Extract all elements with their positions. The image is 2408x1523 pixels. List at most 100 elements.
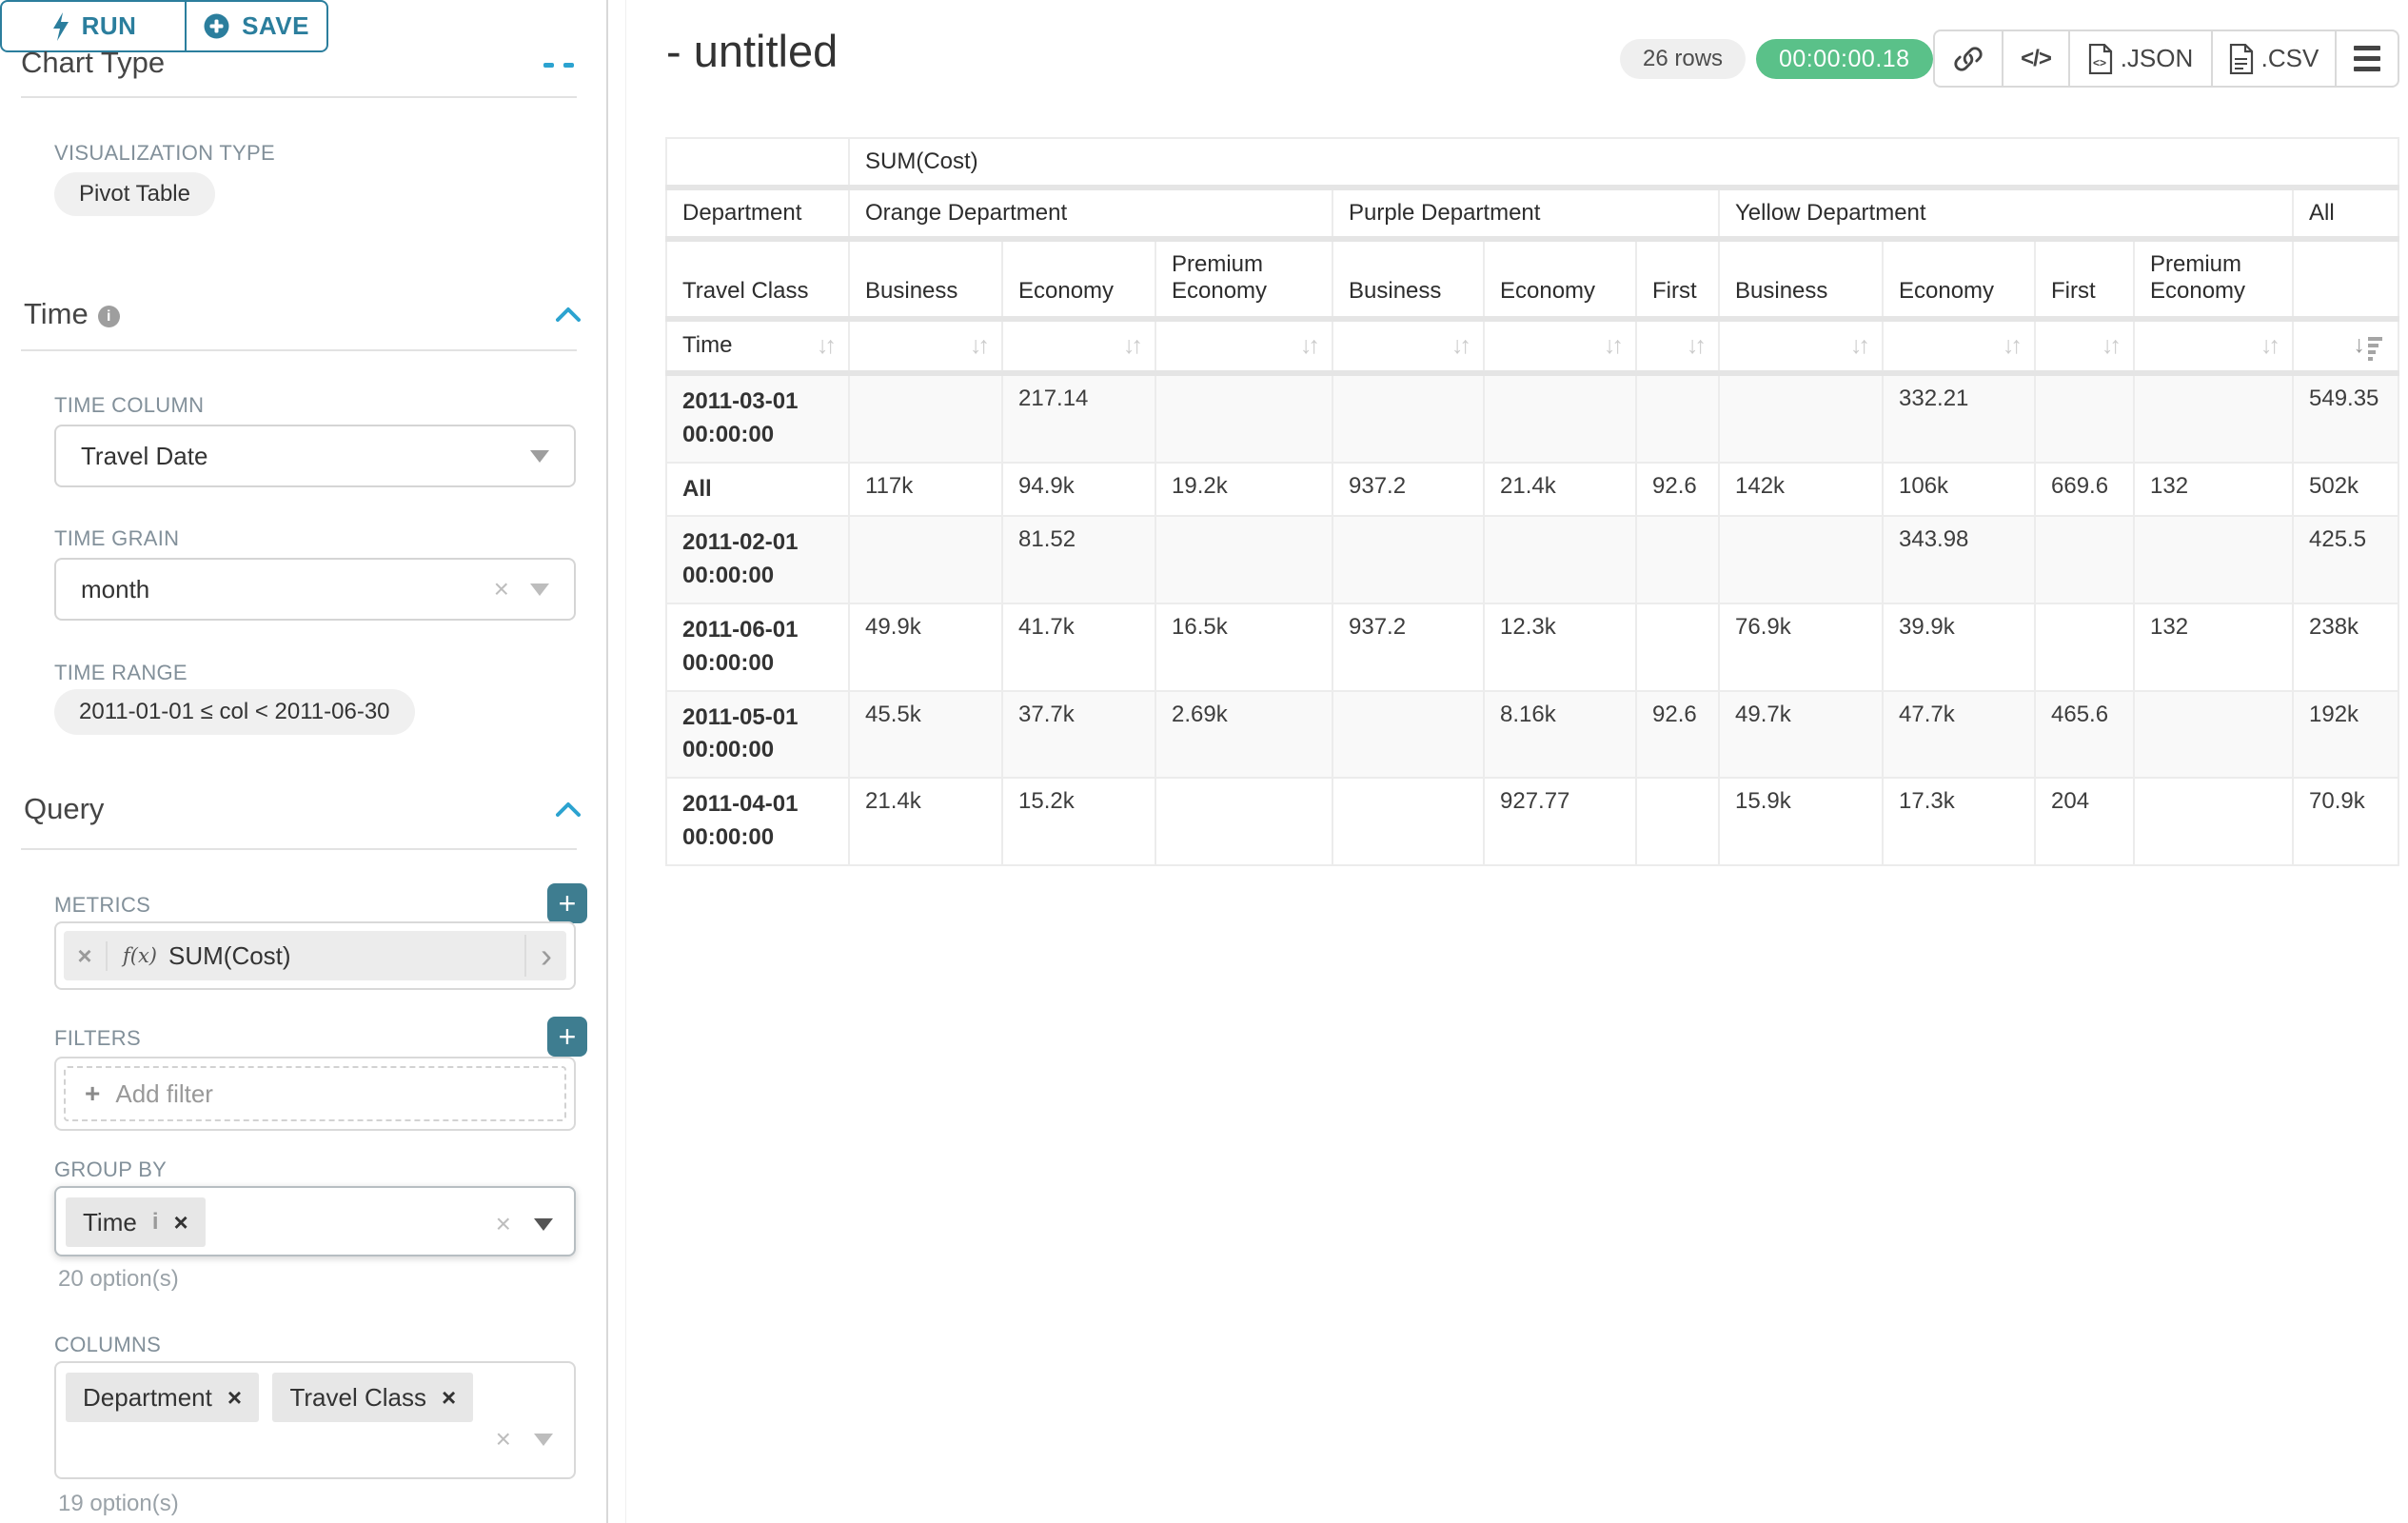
- export-json-button[interactable]: <> .JSON: [2068, 31, 2211, 86]
- sort-icon[interactable]: ↓↑: [1123, 332, 1139, 360]
- time-column-select[interactable]: Travel Date: [54, 425, 576, 487]
- chevron-down-icon: [530, 450, 549, 463]
- department-group-header: Orange Department: [849, 188, 1332, 239]
- remove-chip-icon[interactable]: ×: [227, 1383, 242, 1413]
- clear-icon[interactable]: ×: [494, 574, 509, 604]
- panel-scrollbar-gutter[interactable]: [606, 0, 626, 1523]
- sort-cell[interactable]: ↓: [2293, 319, 2398, 373]
- columns-select[interactable]: Department × Travel Class × ×: [54, 1361, 576, 1479]
- divider: [21, 848, 577, 850]
- add-filter-button[interactable]: + Add filter: [64, 1066, 566, 1121]
- chart-title[interactable]: - untitled: [666, 25, 838, 77]
- sort-cell[interactable]: ↓↑: [1636, 319, 1719, 373]
- clear-icon[interactable]: ×: [496, 1424, 511, 1454]
- value-cell: 37.7k: [1002, 691, 1155, 779]
- value-cell: 927.77: [1484, 778, 1636, 865]
- group-by-select[interactable]: Time i × ×: [54, 1186, 576, 1256]
- save-button[interactable]: SAVE: [187, 2, 326, 50]
- department-axis-label: Department: [666, 188, 849, 239]
- sort-icon[interactable]: ↓↑: [2102, 332, 2118, 360]
- sort-icon[interactable]: ↓↑: [2003, 332, 2019, 360]
- sort-icon[interactable]: ↓↑: [970, 332, 986, 360]
- value-cell: 937.2: [1332, 603, 1484, 691]
- sort-icon[interactable]: ↓↑: [1451, 332, 1468, 360]
- table-row: 2011-03-0100:00:00217.14332.21549.35: [666, 373, 2398, 463]
- value-cell: 117k: [849, 463, 1002, 517]
- csv-file-icon: [2229, 44, 2254, 74]
- run-button[interactable]: RUN: [2, 2, 187, 50]
- travel-class-header: First: [2035, 239, 2134, 319]
- value-cell: [1332, 778, 1484, 865]
- remove-chip-icon[interactable]: ×: [442, 1383, 456, 1413]
- embed-code-icon: </>: [2021, 46, 2051, 72]
- time-heading-text: Time: [24, 297, 89, 330]
- query-section-heading: Query: [24, 792, 104, 826]
- add-filter-plus-button[interactable]: +: [547, 1017, 587, 1057]
- time-range-pill[interactable]: 2011-01-01 ≤ col < 2011-06-30: [54, 689, 415, 735]
- sort-descending-icon[interactable]: ↓: [2354, 331, 2383, 361]
- sort-icon[interactable]: ↓↑: [1687, 332, 1703, 360]
- embed-code-button[interactable]: </>: [2002, 31, 2068, 86]
- chart-panel: - untitled 26 rows 00:00:00.18 </> <> .J…: [627, 0, 2408, 1523]
- clear-icon[interactable]: ×: [496, 1209, 511, 1239]
- value-cell: 19.2k: [1155, 463, 1332, 517]
- group-by-option-count: 20 option(s): [58, 1266, 179, 1293]
- viz-type-pill[interactable]: Pivot Table: [54, 172, 215, 216]
- time-column-value: Travel Date: [56, 442, 530, 471]
- row-header: 2011-03-0100:00:00: [666, 373, 849, 463]
- remove-metric-icon[interactable]: ×: [64, 941, 108, 971]
- metric-value: SUM(Cost): [168, 941, 291, 971]
- info-icon[interactable]: i: [152, 1209, 159, 1236]
- value-cell: [2134, 691, 2293, 779]
- share-link-button[interactable]: [1935, 31, 2002, 86]
- columns-chip[interactable]: Travel Class ×: [272, 1373, 473, 1422]
- sort-cell[interactable]: ↓↑: [1883, 319, 2035, 373]
- csv-label: .CSV: [2261, 44, 2319, 73]
- sort-cell[interactable]: ↓↑: [1484, 319, 1636, 373]
- value-cell: 76.9k: [1719, 603, 1883, 691]
- scrolled-icon-fragment: [563, 63, 574, 68]
- remove-chip-icon[interactable]: ×: [173, 1208, 188, 1237]
- chevron-up-icon[interactable]: [556, 801, 581, 817]
- sort-cell[interactable]: ↓↑: [1155, 319, 1332, 373]
- value-cell: 142k: [1719, 463, 1883, 517]
- more-options-button[interactable]: [2335, 31, 2398, 86]
- metric-chip[interactable]: × f(x) SUM(Cost) ›: [64, 931, 566, 980]
- time-grain-value: month: [56, 575, 494, 604]
- sort-cell[interactable]: ↓↑: [2035, 319, 2134, 373]
- info-icon[interactable]: i: [98, 306, 120, 327]
- department-group-header: Yellow Department: [1719, 188, 2293, 239]
- table-row: 2011-06-0100:00:0049.9k41.7k16.5k937.212…: [666, 603, 2398, 691]
- sort-icon[interactable]: ↓↑: [1850, 332, 1866, 360]
- sort-cell[interactable]: ↓↑: [1332, 319, 1484, 373]
- time-section-heading: Timei: [24, 297, 120, 331]
- columns-chip[interactable]: Department ×: [66, 1373, 259, 1422]
- value-cell: 15.2k: [1002, 778, 1155, 865]
- value-cell: 92.6: [1636, 463, 1719, 517]
- lightning-bolt-icon: [50, 12, 69, 41]
- sort-cell[interactable]: ↓↑: [1719, 319, 1883, 373]
- chevron-up-icon[interactable]: [556, 307, 581, 322]
- value-cell: 549.35: [2293, 373, 2398, 463]
- group-by-chip[interactable]: Time i ×: [66, 1197, 206, 1247]
- sort-cell[interactable]: ↓↑: [2134, 319, 2293, 373]
- sort-icon[interactable]: ↓↑: [2260, 332, 2277, 360]
- expand-metric-icon[interactable]: ›: [524, 935, 566, 977]
- sort-cell[interactable]: ↓↑: [849, 319, 1002, 373]
- sort-cell[interactable]: ↓↑: [1002, 319, 1155, 373]
- sort-icon[interactable]: ↓↑: [1300, 332, 1316, 360]
- value-cell: 238k: [2293, 603, 2398, 691]
- export-csv-button[interactable]: .CSV: [2211, 31, 2335, 86]
- sort-icon[interactable]: ↓↑: [1604, 332, 1620, 360]
- filters-label: FILTERS: [54, 1026, 141, 1051]
- add-metric-button[interactable]: +: [547, 883, 587, 923]
- value-cell: [1636, 603, 1719, 691]
- table-row: 2011-04-0100:00:0021.4k15.2k927.7715.9k1…: [666, 778, 2398, 865]
- travel-class-header: Business: [849, 239, 1002, 319]
- pivot-table: SUM(Cost) Department Orange DepartmentPu…: [665, 137, 2399, 866]
- value-cell: 47.7k: [1883, 691, 2035, 779]
- value-cell: [1155, 516, 1332, 603]
- sort-icon[interactable]: ↓↑: [817, 332, 833, 360]
- value-cell: 132: [2134, 463, 2293, 517]
- time-grain-select[interactable]: month ×: [54, 558, 576, 621]
